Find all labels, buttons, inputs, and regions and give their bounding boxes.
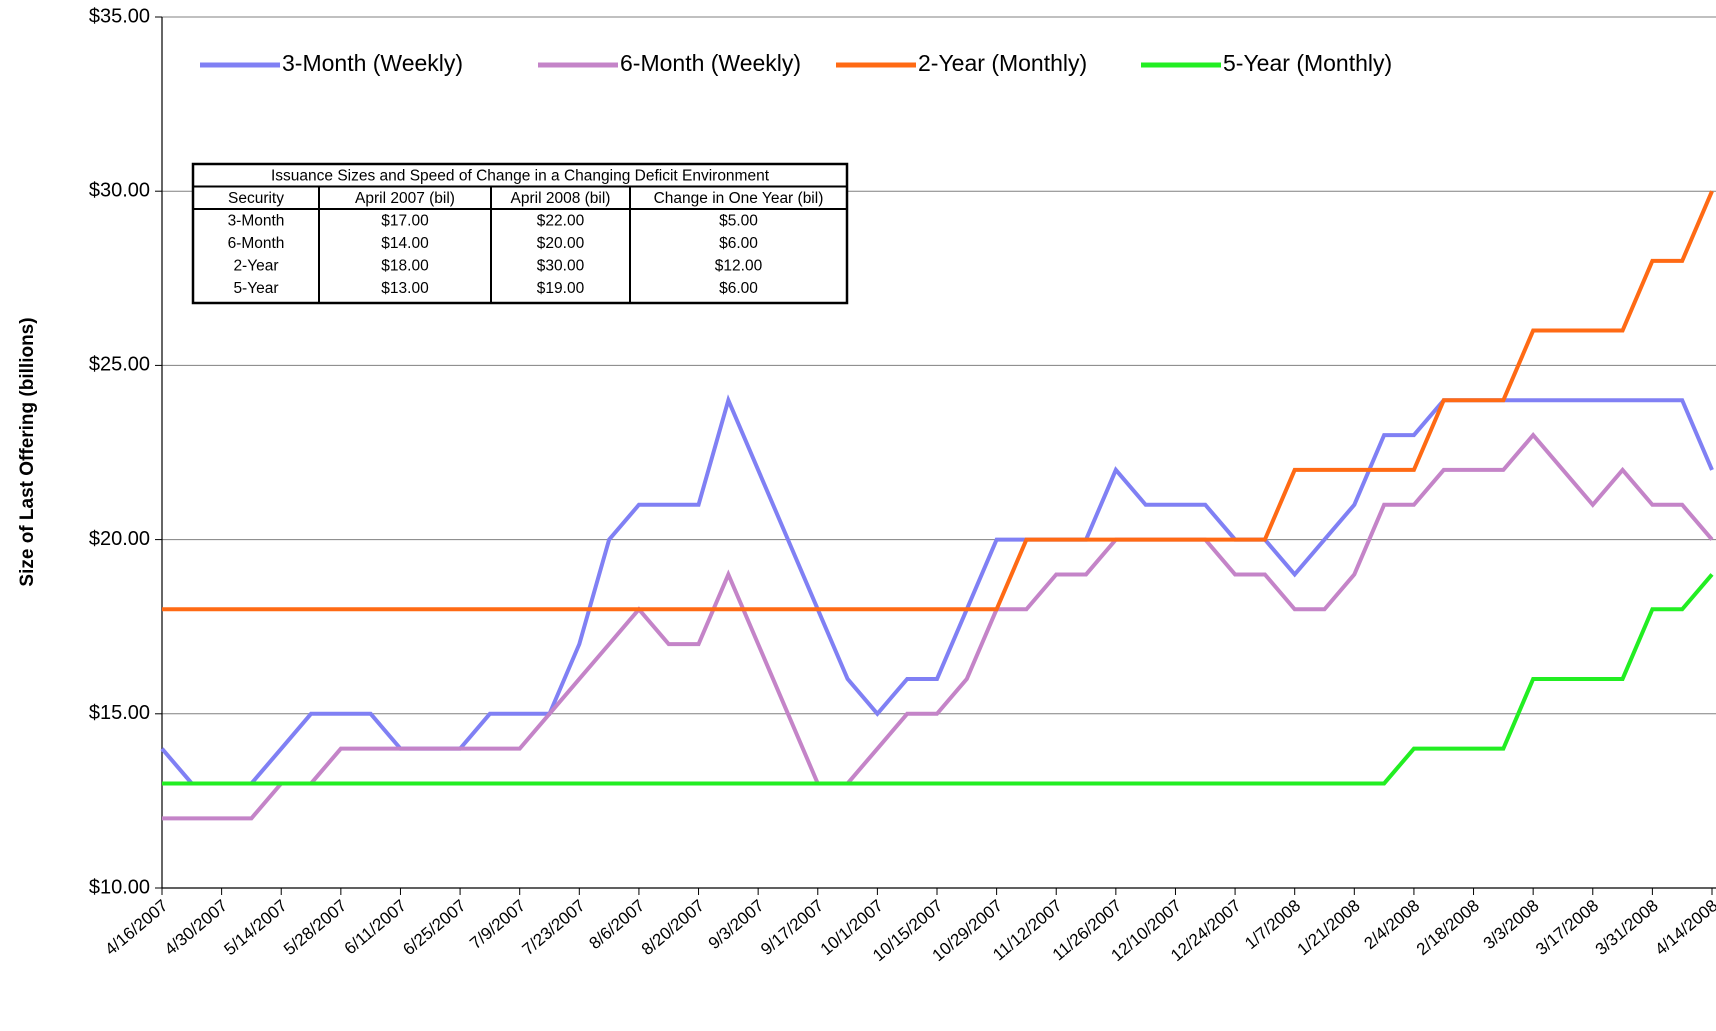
y-tick-label: $15.00 bbox=[89, 702, 150, 724]
series-line bbox=[162, 573, 1714, 786]
legend-label: 3-Month (Weekly) bbox=[282, 50, 463, 76]
table-cell: $5.00 bbox=[719, 212, 758, 229]
table-title: Issuance Sizes and Speed of Change in a … bbox=[271, 167, 770, 184]
y-axis-label: Size of Last Offering (billions) bbox=[17, 317, 38, 586]
table-cell: $12.00 bbox=[715, 257, 763, 274]
table-cell: 2-Year bbox=[233, 257, 278, 274]
table-header: April 2007 (bil) bbox=[355, 190, 455, 207]
table-cell: 3-Month bbox=[228, 212, 285, 229]
table-cell: $20.00 bbox=[537, 235, 585, 252]
y-tick-label: $35.00 bbox=[89, 5, 150, 27]
table-cell: $30.00 bbox=[537, 257, 585, 274]
inset-table: Issuance Sizes and Speed of Change in a … bbox=[191, 162, 849, 305]
y-tick-label: $20.00 bbox=[89, 528, 150, 550]
legend-label: 2-Year (Monthly) bbox=[918, 50, 1087, 76]
table-cell: $6.00 bbox=[719, 235, 758, 252]
y-tick-label: $30.00 bbox=[89, 179, 150, 201]
table-cell: $22.00 bbox=[537, 212, 585, 229]
table-header: Security bbox=[228, 190, 284, 207]
table-cell: $18.00 bbox=[381, 257, 429, 274]
table-cell: $6.00 bbox=[719, 280, 758, 297]
series-line bbox=[162, 432, 1714, 821]
y-tick-label: $25.00 bbox=[89, 354, 150, 376]
table-cell: 6-Month bbox=[228, 235, 285, 252]
legend-label: 5-Year (Monthly) bbox=[1223, 50, 1392, 76]
table-cell: 5-Year bbox=[233, 280, 278, 297]
y-tick-label: $10.00 bbox=[89, 876, 150, 898]
table-cell: $13.00 bbox=[381, 280, 429, 297]
legend-label: 6-Month (Weekly) bbox=[620, 50, 801, 76]
table-cell: $19.00 bbox=[537, 280, 585, 297]
table-header: Change in One Year (bil) bbox=[654, 190, 824, 207]
series-line bbox=[162, 190, 1714, 612]
table-header: April 2008 (bil) bbox=[511, 190, 611, 207]
table-cell: $17.00 bbox=[381, 212, 429, 229]
table-cell: $14.00 bbox=[381, 235, 429, 252]
